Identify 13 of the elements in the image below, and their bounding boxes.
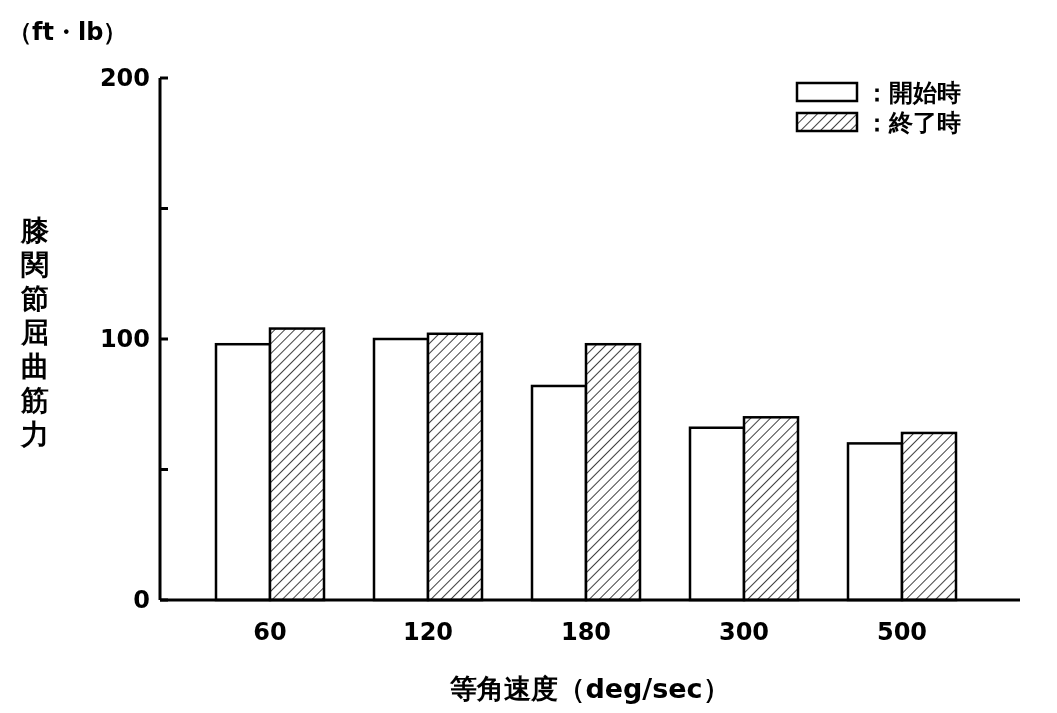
x-tick-label: 60 <box>253 618 287 646</box>
x-tick-label: 120 <box>402 618 454 646</box>
y-tick-label: 200 <box>99 64 150 93</box>
y-axis-title: 膝関節屈曲筋力 <box>20 214 49 451</box>
y-tick-label: 0 <box>133 586 150 615</box>
x-axis-title: 等角速度（deg/sec） <box>449 673 730 704</box>
x-tick-label: 300 <box>718 618 770 646</box>
x-tick-label: 180 <box>560 618 612 646</box>
text: （ft・lb） <box>8 18 128 46</box>
x-tick-label: 500 <box>876 618 928 646</box>
y-tick-label: 100 <box>99 325 150 354</box>
legend-label: ：終了時 <box>865 109 961 138</box>
legend-label: ：開始時 <box>865 79 961 108</box>
